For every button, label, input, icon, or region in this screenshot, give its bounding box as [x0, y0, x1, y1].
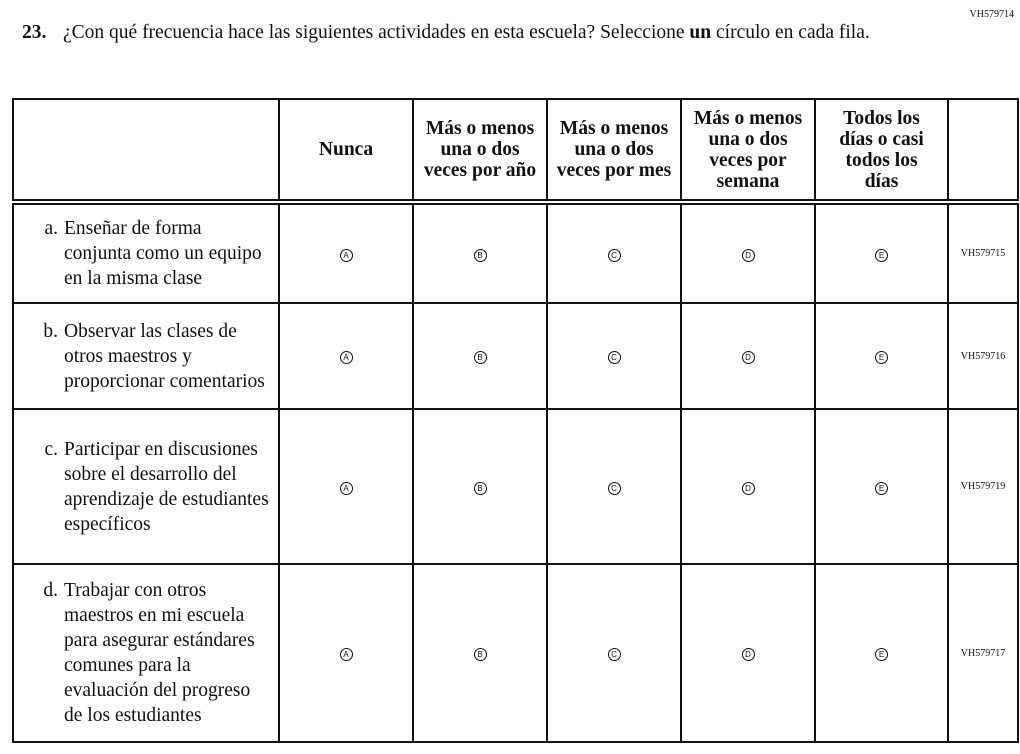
column-header: Nunca [278, 98, 414, 205]
response-bubble-b[interactable]: B [473, 248, 487, 262]
item-code: VH579717 [947, 563, 1019, 743]
response-bubble-a[interactable]: A [339, 351, 353, 364]
question: 23. ¿Con qué frecuencia hace las siguien… [22, 20, 902, 45]
row-letter: d. [43, 580, 58, 601]
table-row: c. Participar en discusiones sobre el des… [12, 408, 1019, 565]
column-header: Todos los días o casi todos los días [814, 98, 949, 205]
response-cell: B [412, 201, 548, 304]
response-bubble-d[interactable]: D [741, 648, 755, 661]
response-bubble-a[interactable]: A [339, 648, 353, 661]
response-cell: C [546, 563, 682, 743]
response-bubble-b[interactable]: B [473, 481, 487, 495]
row-text: Trabajar con otros maestros en mi escuel… [64, 580, 255, 726]
response-bubble-c[interactable]: C [607, 648, 621, 661]
response-cell: A [278, 408, 414, 565]
response-cell: A [278, 563, 414, 743]
response-bubble-e[interactable]: E [875, 248, 888, 262]
response-cell: A [278, 201, 414, 304]
response-bubble-b[interactable]: B [473, 648, 487, 661]
response-cell: A [278, 302, 414, 410]
response-cell: D [680, 302, 816, 410]
response-bubble-e[interactable]: E [875, 648, 888, 661]
column-header: Más o menos una o dos veces por semana [680, 98, 816, 205]
row-letter: a. [44, 218, 58, 239]
response-bubble-e[interactable]: E [875, 481, 888, 495]
response-bubble-c[interactable]: C [607, 481, 621, 495]
response-bubble-d[interactable]: D [741, 248, 755, 262]
header-blank [12, 98, 280, 205]
item-code: VH579719 [947, 408, 1019, 565]
response-bubble-a[interactable]: A [339, 481, 353, 495]
item-code: VH579716 [947, 302, 1019, 410]
row-label: a. Enseñar de forma conjunta como un equi… [12, 201, 280, 304]
table-row: a. Enseñar de forma conjunta como un equi… [12, 201, 1019, 304]
response-bubble-d[interactable]: D [741, 351, 755, 364]
response-cell: B [412, 408, 548, 565]
table-row: b. Observar las clases de otros maestros … [12, 302, 1019, 410]
question-id: VH579714 [969, 9, 1014, 20]
header-code-blank [947, 98, 1019, 205]
response-cell: C [546, 201, 682, 304]
response-grid: Nunca Más o menos una o dos veces por año… [12, 98, 1019, 743]
row-text: Enseñar de forma conjunta como un equipo… [64, 218, 262, 289]
response-cell: D [680, 563, 816, 743]
row-label: c. Participar en discusiones sobre el des… [12, 408, 280, 565]
response-cell: E [814, 408, 949, 565]
row-text: Observar las clases de otros maestros y … [64, 320, 265, 392]
item-code: VH579715 [947, 201, 1019, 304]
row-letter: c. [44, 438, 58, 460]
row-letter: b. [43, 320, 58, 342]
row-text: Participar en discusiones sobre el desar… [64, 438, 269, 535]
question-text: ¿Con qué frecuencia hace las siguientes … [63, 22, 870, 43]
row-label: d. Trabajar con otros maestros en mi escu… [12, 563, 280, 743]
column-header: Más o menos una o dos veces por mes [546, 98, 682, 205]
response-cell: E [814, 563, 949, 743]
response-bubble-a[interactable]: A [339, 248, 353, 262]
response-bubble-d[interactable]: D [741, 481, 755, 495]
response-cell: D [680, 201, 816, 304]
table-row: d. Trabajar con otros maestros en mi escu… [12, 563, 1019, 743]
response-cell: B [412, 563, 548, 743]
question-number: 23. [22, 22, 47, 43]
response-cell: E [814, 201, 949, 304]
response-cell: D [680, 408, 816, 565]
response-bubble-b[interactable]: B [473, 351, 487, 364]
response-cell: E [814, 302, 949, 410]
response-cell: C [546, 408, 682, 565]
response-cell: B [412, 302, 548, 410]
response-bubble-c[interactable]: C [607, 351, 621, 364]
column-header: Más o menos una o dos veces por año [412, 98, 548, 205]
response-cell: C [546, 302, 682, 410]
row-label: b. Observar las clases de otros maestros … [12, 302, 280, 410]
response-bubble-e[interactable]: E [875, 351, 888, 364]
response-bubble-c[interactable]: C [607, 248, 621, 262]
